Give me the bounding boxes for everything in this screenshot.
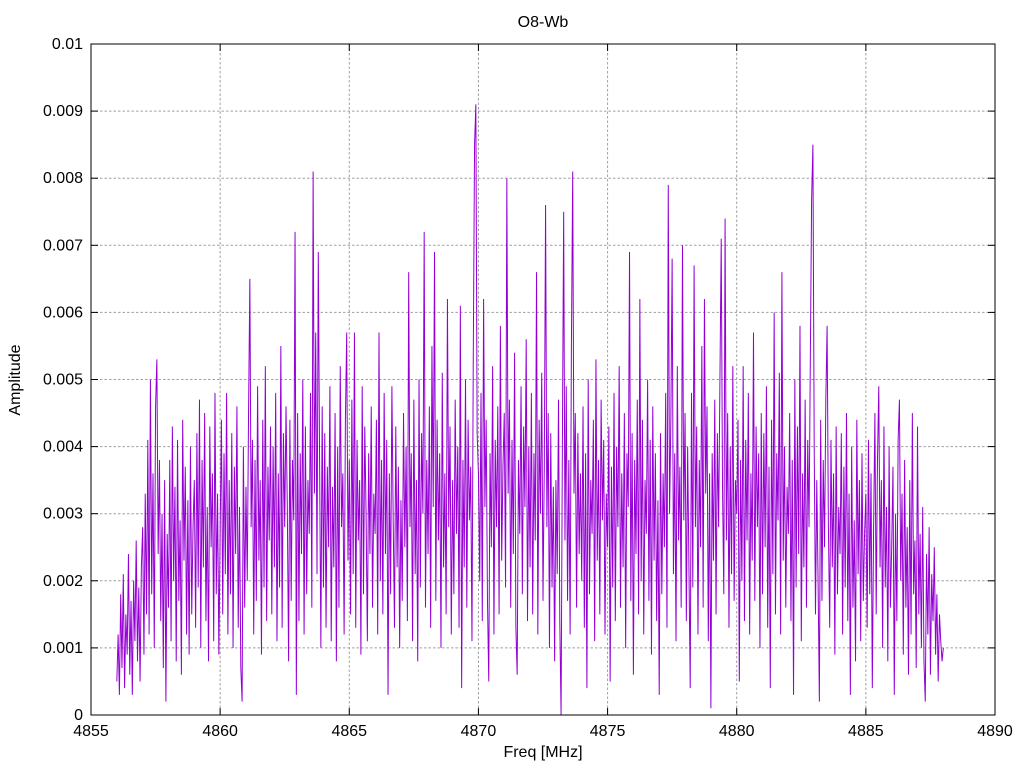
y-tick-label: 0 (74, 707, 83, 724)
x-axis-label: Freq [MHz] (503, 744, 582, 761)
axes (90, 43, 996, 716)
x-tick-label: 4870 (461, 723, 497, 740)
y-tick-label: 0.001 (43, 640, 83, 657)
x-tick-label: 4875 (590, 723, 626, 740)
signal-trace (116, 104, 944, 716)
y-tick-label: 0.007 (43, 237, 83, 254)
y-tick-label: 0.003 (43, 506, 83, 523)
x-tick-label: 4855 (73, 723, 109, 740)
y-tick-label: 0.008 (43, 170, 83, 187)
y-axis-label: Amplitude (7, 344, 24, 415)
y-tick-label: 0.006 (43, 304, 83, 321)
y-tick-label: 0.005 (43, 372, 83, 389)
x-tick-label: 4860 (202, 723, 238, 740)
chart-title: O8-Wb (518, 14, 569, 31)
y-tick-label: 0.009 (43, 103, 83, 120)
x-tick-label: 4890 (977, 723, 1013, 740)
y-tick-label: 0.004 (43, 439, 83, 456)
grid (91, 44, 995, 715)
x-tick-label: 4885 (848, 723, 884, 740)
x-tick-label: 4865 (331, 723, 367, 740)
y-tick-label: 0.002 (43, 573, 83, 590)
x-tick-label: 4880 (719, 723, 755, 740)
y-tick-label: 0.01 (52, 36, 83, 53)
signal-trace-layer (116, 104, 944, 716)
tick-labels: 4855 4860 4865 4870 4875 4880 4885 4890 0 0.001 0.… (43, 36, 1013, 740)
